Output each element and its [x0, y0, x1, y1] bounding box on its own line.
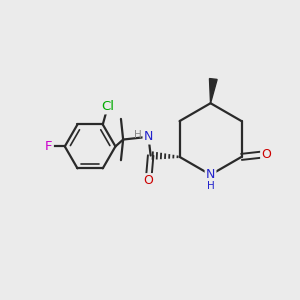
- Text: F: F: [45, 140, 52, 153]
- Text: N: N: [144, 130, 153, 143]
- Polygon shape: [209, 79, 217, 103]
- Text: O: O: [261, 148, 271, 160]
- Text: Cl: Cl: [101, 100, 114, 113]
- Text: H: H: [134, 130, 142, 140]
- Text: H: H: [207, 181, 214, 191]
- Text: O: O: [143, 174, 153, 187]
- Text: N: N: [206, 168, 215, 181]
